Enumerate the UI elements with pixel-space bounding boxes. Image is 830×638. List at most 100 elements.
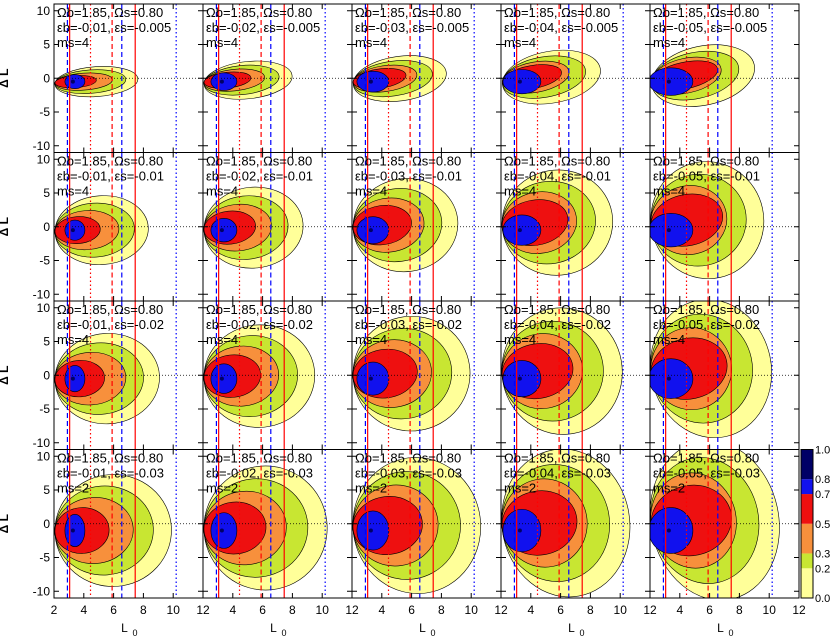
panel-label-ms: ms=4 bbox=[355, 332, 387, 347]
panel-label-omega: Ωb=1.85, Ωs=0.80 bbox=[57, 154, 163, 169]
contour-peak bbox=[517, 376, 522, 381]
x-tick-label: 6 bbox=[408, 603, 415, 617]
colorbar-tick-label: 0.3 bbox=[815, 548, 830, 560]
x-tick-label: 12 bbox=[643, 603, 657, 617]
x-tick-label: 10 bbox=[167, 603, 181, 617]
y-tick-label: -5 bbox=[39, 551, 50, 565]
y-axis-label: Δ L bbox=[0, 217, 11, 236]
panel-label-epsilon: εb=-0.01, εs=-0.02 bbox=[57, 317, 164, 332]
panel-label-ms: ms=4 bbox=[504, 184, 536, 199]
panel-label-omega: Ωb=1.85, Ωs=0.80 bbox=[653, 451, 759, 466]
x-tick-label: 10 bbox=[465, 603, 479, 617]
panel-label-omega: Ωb=1.85, Ωs=0.80 bbox=[57, 5, 163, 20]
x-tick-label: 2 bbox=[51, 603, 58, 617]
panel-label-ms: ms=4 bbox=[206, 35, 238, 50]
panel-label-ms: ms=2 bbox=[504, 481, 536, 496]
x-axis-label: L bbox=[419, 621, 426, 635]
colorbar-tick-label: 0.5 bbox=[815, 519, 830, 531]
panel-label-epsilon: εb=-0.04, εs=-0.005 bbox=[504, 20, 618, 35]
panel-label-epsilon: εb=-0.02, εs=-0.01 bbox=[206, 169, 313, 184]
y-tick-label: -10 bbox=[33, 139, 51, 153]
x-tick-label: 4 bbox=[80, 603, 87, 617]
panel-label-ms: ms=2 bbox=[653, 481, 685, 496]
colorbar-tick-label: 0.8 bbox=[815, 474, 830, 486]
x-axis-label: L bbox=[717, 621, 724, 635]
y-tick-label: -10 bbox=[33, 436, 51, 450]
contour-core bbox=[650, 67, 694, 96]
x-tick-label: 10 bbox=[763, 603, 777, 617]
panel-label-omega: Ωb=1.85, Ωs=0.80 bbox=[57, 451, 163, 466]
contour-peak bbox=[70, 79, 75, 84]
x-axis-label: L bbox=[270, 621, 277, 635]
y-tick-label: 0 bbox=[43, 517, 50, 531]
colorbar-segment bbox=[801, 568, 813, 598]
x-tick-label: 10 bbox=[614, 603, 628, 617]
y-tick-label: 10 bbox=[37, 449, 51, 463]
panel-label-omega: Ωb=1.85, Ωs=0.80 bbox=[504, 302, 610, 317]
contour-peak bbox=[368, 528, 373, 533]
colorbar-tick-label: 0.0 bbox=[815, 593, 830, 605]
contour-core bbox=[650, 507, 694, 554]
y-tick-label: 5 bbox=[43, 483, 50, 497]
contour-peak bbox=[368, 79, 373, 84]
y-axis-label: Δ L bbox=[0, 514, 11, 533]
panel-label-epsilon: εb=-0.05, εs=-0.01 bbox=[653, 169, 760, 184]
y-tick-label: 10 bbox=[37, 4, 51, 18]
contour-peak bbox=[517, 228, 522, 233]
contour-peak bbox=[70, 528, 75, 533]
x-tick-label: 4 bbox=[378, 603, 385, 617]
contour-core bbox=[650, 358, 694, 399]
x-tick-label: 6 bbox=[706, 603, 713, 617]
contour-peak bbox=[219, 528, 224, 533]
panel-label-epsilon: εb=-0.02, εs=-0.03 bbox=[206, 466, 313, 481]
contour-peak bbox=[517, 528, 522, 533]
x-tick-label: 12 bbox=[494, 603, 508, 617]
y-tick-label: -5 bbox=[39, 402, 50, 416]
colorbar-segment bbox=[801, 479, 813, 495]
colorbar-frame bbox=[800, 449, 814, 599]
panel-label-epsilon: εb=-0.03, εs=-0.03 bbox=[355, 466, 462, 481]
contour-peak bbox=[666, 228, 671, 233]
x-tick-label: 8 bbox=[140, 603, 147, 617]
panel-label-omega: Ωb=1.85, Ωs=0.80 bbox=[653, 302, 759, 317]
panel-label-ms: ms=2 bbox=[206, 481, 238, 496]
contour-peak bbox=[666, 528, 671, 533]
y-tick-label: 0 bbox=[43, 368, 50, 382]
panel-label-ms: ms=4 bbox=[57, 184, 89, 199]
x-tick-label: 12 bbox=[345, 603, 359, 617]
contour-peak bbox=[666, 376, 671, 381]
panel-label-ms: ms=4 bbox=[206, 332, 238, 347]
y-axis-label: Δ L bbox=[0, 69, 11, 88]
x-tick-label: 8 bbox=[736, 603, 743, 617]
x-tick-label: 8 bbox=[587, 603, 594, 617]
y-tick-label: 10 bbox=[37, 301, 51, 315]
panel-label-omega: Ωb=1.85, Ωs=0.80 bbox=[57, 302, 163, 317]
panel-label-ms: ms=2 bbox=[355, 481, 387, 496]
panel-label-epsilon: εb=-0.04, εs=-0.03 bbox=[504, 466, 611, 481]
panel-label-ms: ms=4 bbox=[653, 332, 685, 347]
y-tick-label: -5 bbox=[39, 105, 50, 119]
panel-label-omega: Ωb=1.85, Ωs=0.80 bbox=[504, 451, 610, 466]
x-tick-label: 6 bbox=[557, 603, 564, 617]
panel-label-omega: Ωb=1.85, Ωs=0.80 bbox=[206, 5, 312, 20]
contour-peak bbox=[517, 79, 522, 84]
y-tick-label: 5 bbox=[43, 38, 50, 52]
x-tick-label: 10 bbox=[316, 603, 330, 617]
x-tick-label: 4 bbox=[527, 603, 534, 617]
x-tick-label: 8 bbox=[438, 603, 445, 617]
panel-label-epsilon: εb=-0.05, εs=-0.005 bbox=[653, 20, 767, 35]
y-tick-label: -5 bbox=[39, 254, 50, 268]
panel-label-epsilon: εb=-0.02, εs=-0.005 bbox=[206, 20, 320, 35]
panel-label-omega: Ωb=1.85, Ωs=0.80 bbox=[206, 302, 312, 317]
